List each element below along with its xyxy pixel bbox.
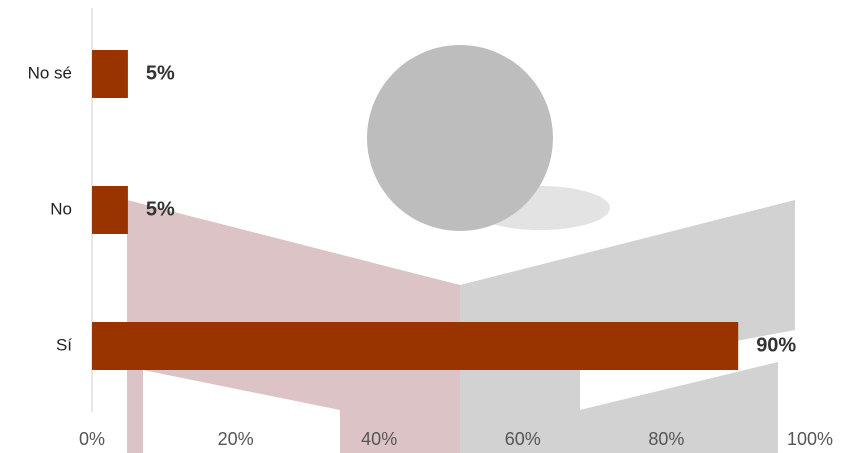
y-tick-label: Sí bbox=[56, 335, 72, 354]
bar bbox=[92, 50, 128, 98]
value-label: 5% bbox=[146, 62, 175, 84]
y-tick-label: No bbox=[50, 199, 72, 218]
x-tick-label: 40% bbox=[361, 429, 397, 449]
x-tick-label: 60% bbox=[505, 429, 541, 449]
bar bbox=[92, 186, 128, 234]
x-tick-label: 0% bbox=[79, 429, 105, 449]
x-tick-label: 80% bbox=[648, 429, 684, 449]
x-tick-label: 100% bbox=[787, 429, 833, 449]
value-label: 5% bbox=[146, 198, 175, 220]
bar bbox=[92, 322, 739, 370]
value-label: 90% bbox=[756, 334, 796, 356]
watermark bbox=[127, 45, 795, 453]
y-tick-label: No sé bbox=[28, 63, 72, 82]
x-tick-label: 20% bbox=[218, 429, 254, 449]
